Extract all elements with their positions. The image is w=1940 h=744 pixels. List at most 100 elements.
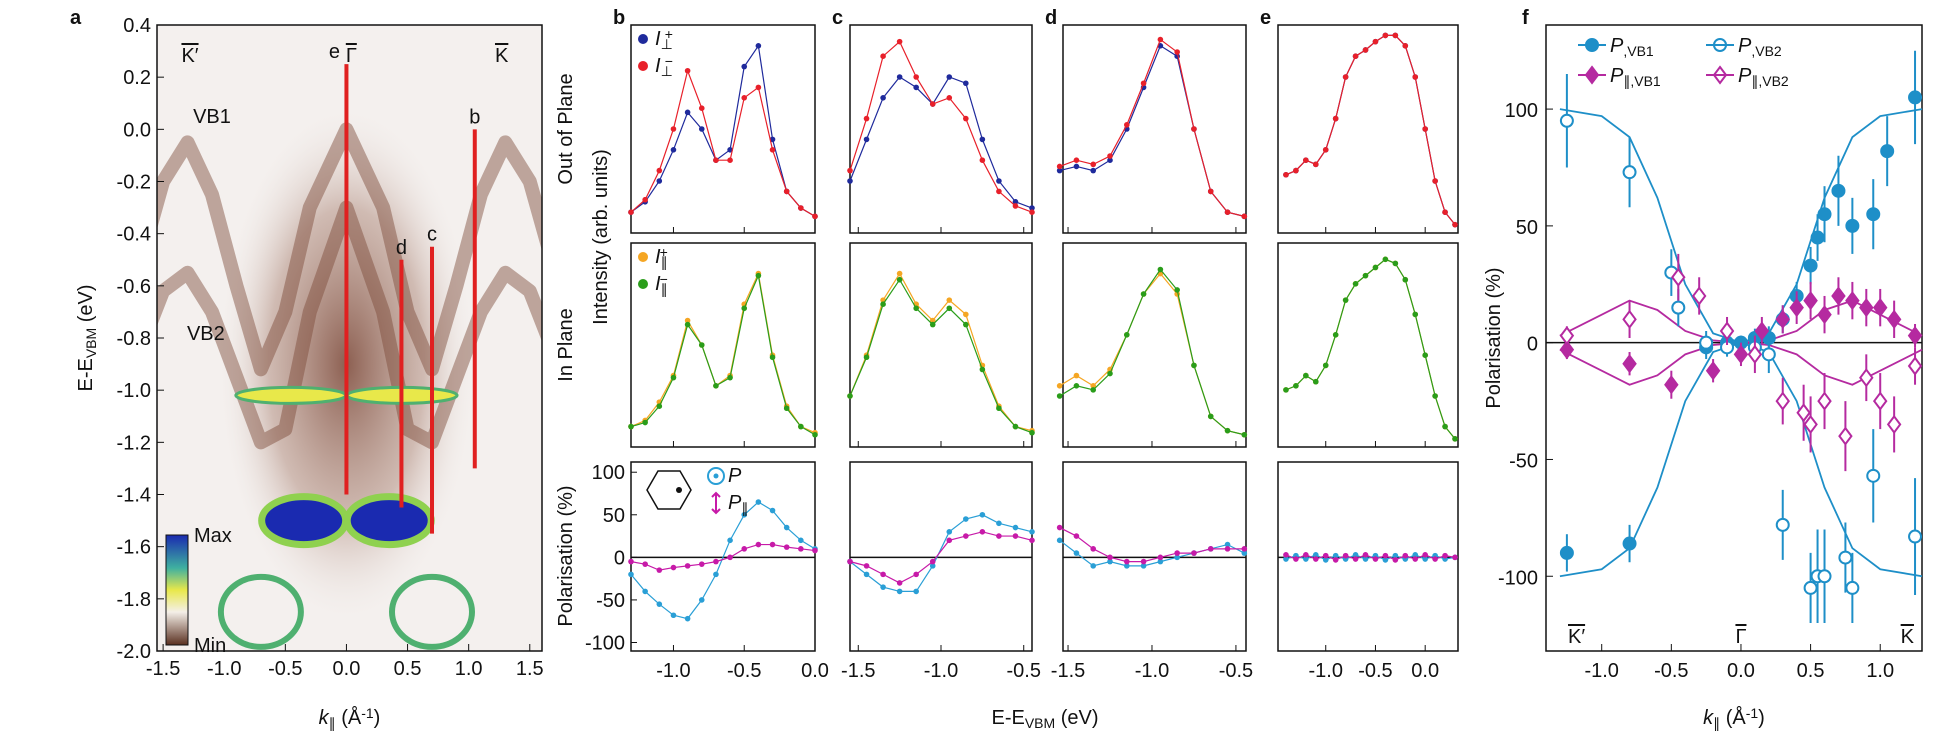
- text-part: ∥: [329, 715, 336, 731]
- y-tick-label: 100: [592, 462, 625, 484]
- data-point: [1402, 43, 1409, 49]
- data-point: [1029, 529, 1035, 535]
- data-point: [769, 507, 776, 514]
- data-point: [1312, 551, 1319, 558]
- x-axis-label: k∥ (Å-1): [1703, 705, 1765, 731]
- data-point: [1312, 556, 1319, 562]
- data-point: [1559, 325, 1575, 346]
- data-point: [1107, 554, 1113, 561]
- x-tick-label: -0.5: [1358, 660, 1392, 682]
- data-point: [656, 403, 663, 410]
- data-point: [769, 147, 776, 153]
- text-part: I: [655, 246, 661, 268]
- data-point: [1845, 290, 1860, 311]
- annotation: K: [495, 45, 509, 67]
- data-point: [1886, 309, 1902, 329]
- data-point: [642, 561, 648, 567]
- y-tick-label: -1.0: [117, 380, 151, 402]
- data-point: [713, 157, 719, 163]
- data-point: [979, 529, 986, 535]
- panel-label: c: [832, 7, 843, 29]
- data-point: [1073, 372, 1080, 379]
- data-point: [1866, 468, 1881, 483]
- data-point: [863, 563, 870, 569]
- data-point: [1056, 167, 1063, 174]
- data-point: [863, 136, 870, 143]
- data-point: [1761, 347, 1776, 362]
- data-point: [1775, 517, 1790, 532]
- data-point: [996, 533, 1002, 539]
- data-point: [1422, 551, 1428, 558]
- hot-spot: [258, 493, 350, 549]
- text-part: k: [319, 707, 330, 729]
- y-tick-label: -100: [1498, 567, 1538, 589]
- legend-label: I∥+: [655, 244, 668, 270]
- data-point: [1908, 529, 1923, 544]
- data-point: [979, 157, 986, 163]
- data-point: [1123, 558, 1130, 565]
- data-point: [1362, 556, 1369, 562]
- data-point: [1283, 171, 1289, 178]
- data-point: [1422, 352, 1428, 359]
- data-point: [628, 423, 634, 430]
- x-tick-label: 0.0: [333, 658, 361, 680]
- data-point: [1872, 297, 1888, 318]
- data-point: [1705, 361, 1721, 381]
- data-point: [863, 354, 870, 361]
- x-tick-label: 0.5: [394, 658, 422, 680]
- data-point: [1107, 153, 1113, 159]
- data-point: [1056, 163, 1063, 170]
- text-part: ): [374, 707, 381, 729]
- panel-label: f: [1522, 7, 1529, 29]
- data-point: [1303, 372, 1309, 379]
- data-point: [1789, 297, 1804, 318]
- data-point: [1859, 368, 1874, 388]
- x-tick-label: 0.0: [801, 660, 829, 682]
- data-point: [1073, 157, 1080, 163]
- data-point: [1090, 546, 1097, 552]
- legend-label: I∥−: [655, 271, 668, 297]
- data-point: [713, 558, 719, 565]
- annotation: K′: [181, 45, 198, 67]
- data-point: [1382, 256, 1389, 263]
- data-point: [670, 147, 677, 153]
- plot-frame: [1062, 242, 1247, 448]
- data-point: [783, 188, 790, 195]
- data-point: [783, 544, 790, 550]
- data-point: [1157, 558, 1164, 565]
- y-tick-label: 50: [603, 505, 625, 527]
- annotation: K′: [1568, 626, 1585, 648]
- data-point: [1342, 297, 1349, 303]
- data-point: [670, 564, 677, 571]
- data-point: [713, 571, 719, 578]
- data-point: [1174, 49, 1180, 55]
- y-tick-label: -0.4: [117, 224, 151, 246]
- text-part: VBM: [1025, 715, 1055, 731]
- plot-frame: [1062, 24, 1247, 234]
- data-point: [946, 305, 953, 312]
- data-point: [783, 524, 790, 531]
- data-point: [1174, 554, 1180, 561]
- data-point: [1029, 209, 1035, 215]
- annotation: K: [1901, 626, 1915, 648]
- series-line: [1059, 539, 1245, 567]
- text-part: ∥: [661, 281, 668, 297]
- y-tick-label: 0: [1527, 334, 1538, 356]
- series-line: [1285, 34, 1456, 226]
- data-point: [1303, 551, 1309, 558]
- data-point: [946, 95, 953, 101]
- plot-frame: [1277, 24, 1459, 234]
- text-part: k: [1703, 707, 1714, 729]
- data-point: [628, 571, 634, 578]
- x-tick-label: -1.5: [1051, 660, 1085, 682]
- data-point: [670, 126, 677, 132]
- data-point: [1174, 550, 1180, 556]
- data-point: [727, 554, 733, 561]
- legend-marker: [638, 252, 648, 262]
- data-point: [1422, 126, 1428, 132]
- data-point: [847, 558, 853, 565]
- data-point: [1224, 427, 1231, 434]
- x-tick-label: -0.5: [727, 660, 761, 682]
- data-point: [1073, 550, 1080, 556]
- data-point: [913, 571, 919, 578]
